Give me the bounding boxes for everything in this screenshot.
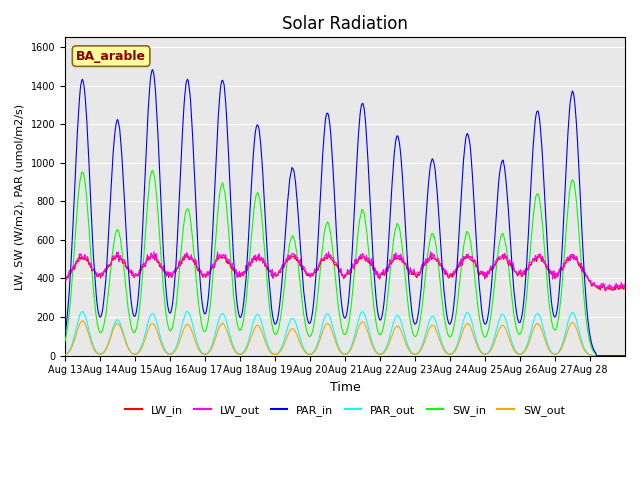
SW_out — [79, 318, 86, 324]
Line: LW_in: LW_in — [65, 254, 625, 291]
X-axis label: Time: Time — [330, 381, 360, 394]
PAR_out — [404, 341, 412, 347]
SW_in — [621, 353, 629, 359]
Y-axis label: LW, SW (W/m2), PAR (umol/m2/s): LW, SW (W/m2), PAR (umol/m2/s) — [15, 103, 25, 289]
SW_in — [61, 339, 68, 345]
LW_in — [280, 264, 287, 269]
LW_in — [404, 266, 412, 272]
SW_out — [258, 329, 266, 335]
LW_in — [183, 251, 191, 257]
Legend: LW_in, LW_out, PAR_in, PAR_out, SW_in, SW_out: LW_in, LW_out, PAR_in, PAR_out, SW_in, S… — [121, 400, 569, 420]
SW_out — [280, 343, 287, 349]
LW_out — [403, 263, 410, 269]
LW_out — [230, 266, 237, 272]
LW_out — [435, 257, 443, 263]
PAR_out — [127, 349, 134, 355]
PAR_in — [258, 160, 266, 166]
PAR_in — [280, 261, 287, 266]
Line: LW_out: LW_out — [65, 252, 625, 290]
SW_in — [404, 295, 412, 301]
PAR_in — [148, 67, 156, 72]
SW_in — [127, 321, 134, 326]
SW_in — [258, 217, 266, 223]
PAR_in — [593, 353, 600, 359]
Line: PAR_out: PAR_out — [65, 311, 625, 356]
Line: SW_in: SW_in — [65, 170, 625, 356]
LW_in — [127, 270, 134, 276]
LW_out — [602, 288, 609, 293]
PAR_out — [621, 353, 629, 359]
PAR_out — [588, 353, 596, 359]
PAR_out — [258, 321, 266, 327]
SW_out — [230, 348, 238, 353]
LW_out — [127, 268, 134, 274]
PAR_out — [435, 329, 443, 335]
SW_out — [61, 352, 68, 358]
PAR_in — [230, 266, 238, 272]
Line: PAR_in: PAR_in — [65, 70, 625, 356]
PAR_out — [230, 346, 238, 351]
Line: SW_out: SW_out — [65, 321, 625, 356]
SW_out — [435, 335, 443, 340]
PAR_in — [404, 257, 412, 263]
SW_out — [127, 350, 135, 356]
SW_in — [280, 294, 287, 300]
LW_out — [621, 281, 629, 287]
Title: Solar Radiation: Solar Radiation — [282, 15, 408, 33]
LW_in — [435, 260, 443, 266]
SW_in — [230, 299, 238, 305]
LW_in — [258, 256, 266, 262]
SW_in — [593, 353, 600, 359]
PAR_in — [127, 294, 134, 300]
SW_out — [621, 353, 629, 359]
LW_in — [602, 288, 609, 294]
Text: BA_arable: BA_arable — [76, 49, 146, 62]
LW_in — [621, 283, 629, 288]
LW_in — [61, 278, 68, 284]
PAR_in — [621, 353, 629, 359]
LW_out — [257, 254, 265, 260]
PAR_out — [61, 352, 68, 358]
LW_out — [61, 277, 68, 283]
PAR_in — [435, 212, 443, 218]
LW_out — [278, 262, 286, 267]
PAR_out — [183, 308, 191, 314]
SW_out — [404, 344, 412, 350]
PAR_in — [61, 332, 68, 338]
SW_in — [435, 266, 443, 272]
SW_in — [148, 168, 156, 173]
LW_in — [230, 269, 238, 275]
SW_out — [588, 353, 596, 359]
PAR_out — [280, 340, 287, 346]
LW_out — [427, 249, 435, 254]
